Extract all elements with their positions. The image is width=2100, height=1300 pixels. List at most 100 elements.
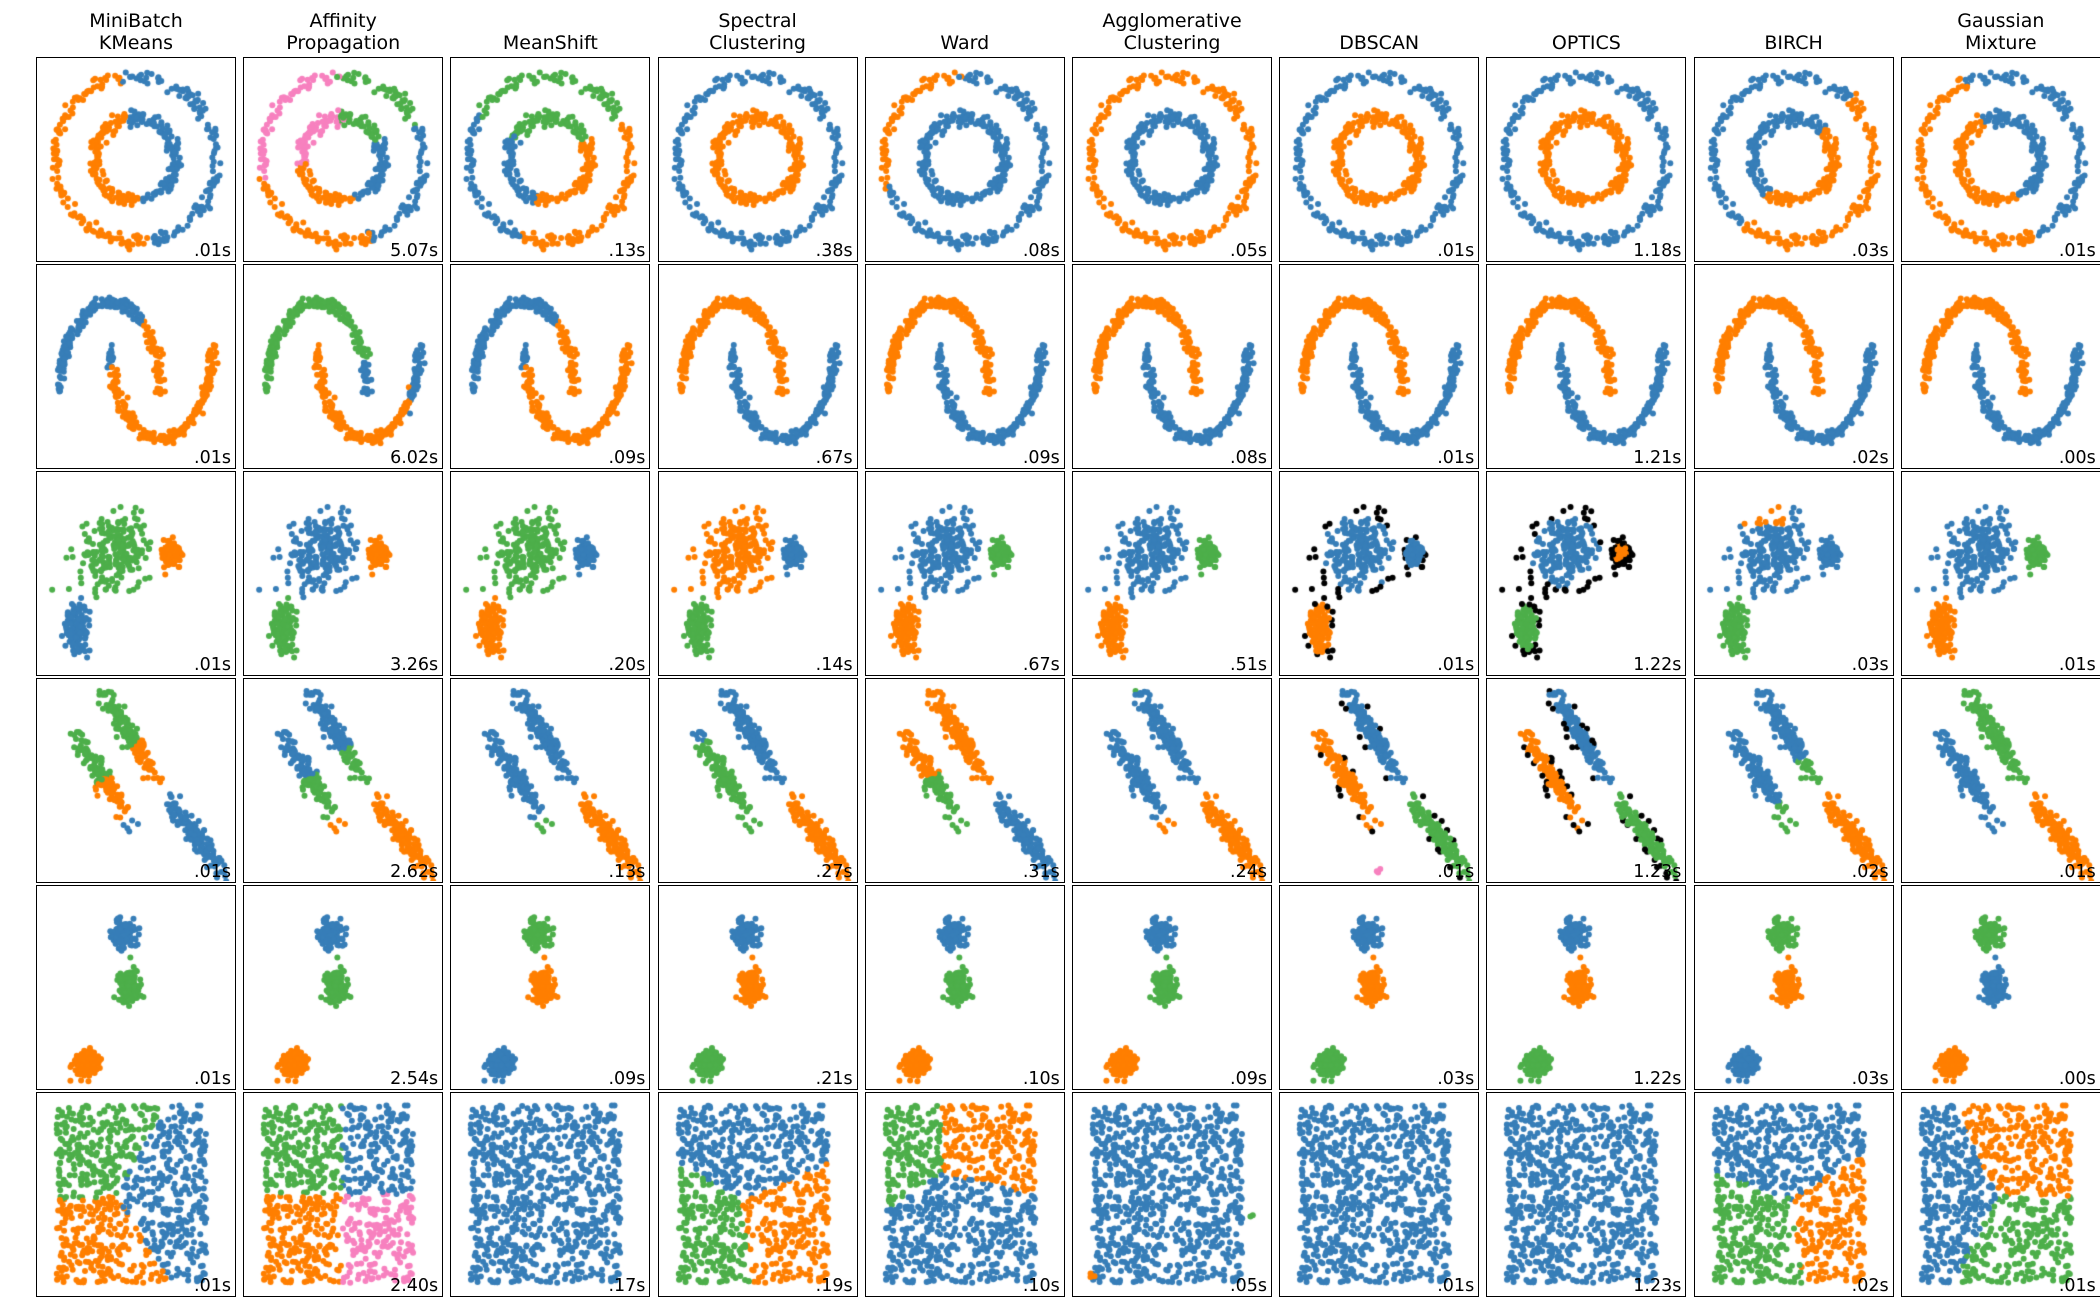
subplot-row4-col6: .24s	[1072, 678, 1272, 883]
column-title-optics: OPTICS	[1551, 31, 1621, 54]
subplot-row6-col9: .02s	[1693, 1092, 1894, 1297]
timing-label: .05s	[1230, 241, 1267, 261]
timing-label: 2.62s	[390, 862, 439, 882]
subplot-row6-col2: 2.40s	[243, 1092, 444, 1297]
subplot-row6-col8: 1.23s	[1486, 1092, 1687, 1297]
subplot-row6-col4: .19s	[657, 1092, 858, 1297]
subplot-row3-col2: 3.26s	[243, 471, 444, 676]
timing-label: .01s	[1437, 862, 1475, 882]
subplot-row5-col5: .10s	[864, 885, 1065, 1090]
scatter-canvas	[1901, 58, 2099, 260]
scatter-canvas	[1487, 1093, 1685, 1295]
column-title-minibatch-kmeans: MiniBatch KMeans	[89, 10, 183, 54]
subplot-row4-col4: .27s	[657, 678, 858, 883]
subplot-row2-col6: .08s	[1072, 264, 1272, 469]
scatter-canvas	[658, 886, 856, 1088]
timing-label: 1.22s	[1633, 655, 1682, 675]
subplot-row6-col1: .01s	[36, 1092, 236, 1297]
scatter-canvas	[1073, 1093, 1270, 1295]
scatter-canvas	[658, 1093, 856, 1295]
subplot-row1-col7: .01s	[1279, 57, 1480, 262]
scatter-canvas	[244, 886, 442, 1088]
timing-label: .20s	[608, 655, 646, 675]
column-title-agglomerative-clustering: Agglomerative Clustering	[1102, 10, 1242, 54]
subplot-row6-col7: .01s	[1279, 1092, 1480, 1297]
timing-label: .00s	[2058, 1069, 2096, 1089]
subplot-row2-col2: 6.02s	[243, 264, 444, 469]
scatter-canvas	[1694, 886, 1892, 1088]
timing-label: .03s	[1437, 1069, 1475, 1089]
scatter-canvas	[1901, 472, 2099, 674]
timing-label: .17s	[608, 1276, 646, 1296]
scatter-canvas	[37, 1093, 234, 1295]
timing-label: .09s	[1022, 448, 1060, 468]
timing-label: .01s	[2058, 241, 2096, 261]
timing-label: .38s	[815, 241, 853, 261]
subplot-row1-col4: .38s	[657, 57, 858, 262]
scatter-canvas	[244, 472, 442, 674]
timing-label: 5.07s	[390, 241, 439, 261]
scatter-canvas	[244, 1093, 442, 1295]
scatter-canvas	[865, 265, 1063, 467]
scatter-canvas	[37, 472, 234, 674]
timing-label: .08s	[1022, 241, 1060, 261]
subplot-row3-col9: .03s	[1693, 471, 1894, 676]
scatter-canvas	[1487, 265, 1685, 467]
subplot-row2-col10: .00s	[1900, 264, 2100, 469]
subplot-row4-col3: .13s	[450, 678, 651, 883]
timing-label: .10s	[1022, 1276, 1060, 1296]
timing-label: .05s	[1230, 1276, 1267, 1296]
column-title-dbscan: DBSCAN	[1339, 31, 1420, 54]
scatter-canvas	[1487, 886, 1685, 1088]
scatter-canvas	[37, 265, 234, 467]
scatter-canvas	[244, 679, 442, 881]
subplot-row2-col3: .09s	[450, 264, 651, 469]
scatter-canvas	[1487, 472, 1685, 674]
scatter-canvas	[1280, 886, 1478, 1088]
scatter-canvas	[1280, 679, 1478, 881]
subplot-row2-col8: 1.21s	[1486, 264, 1687, 469]
timing-label: .01s	[194, 448, 231, 468]
subplot-row3-col10: .01s	[1900, 471, 2100, 676]
timing-label: .14s	[815, 655, 853, 675]
scatter-canvas	[1694, 1093, 1892, 1295]
subplot-row3-col7: .01s	[1279, 471, 1480, 676]
subplot-row3-col1: .01s	[36, 471, 236, 676]
subplot-row3-col3: .20s	[450, 471, 651, 676]
subplot-row2-col5: .09s	[864, 264, 1065, 469]
timing-label: .31s	[1022, 862, 1060, 882]
timing-label: 2.54s	[390, 1069, 439, 1089]
subplot-row5-col8: 1.22s	[1486, 885, 1687, 1090]
timing-label: 1.22s	[1633, 1069, 1682, 1089]
subplot-row5-col9: .03s	[1693, 885, 1894, 1090]
scatter-canvas	[865, 886, 1063, 1088]
timing-label: .19s	[815, 1276, 853, 1296]
timing-label: .00s	[2058, 448, 2096, 468]
scatter-canvas	[1073, 472, 1270, 674]
scatter-canvas	[451, 1093, 649, 1295]
scatter-canvas	[1073, 58, 1270, 260]
scatter-canvas	[451, 679, 649, 881]
subplot-row5-col6: .09s	[1072, 885, 1272, 1090]
scatter-canvas	[244, 265, 442, 467]
scatter-canvas	[37, 58, 234, 260]
scatter-canvas	[658, 265, 856, 467]
scatter-canvas	[1901, 679, 2099, 881]
timing-label: .24s	[1230, 862, 1267, 882]
scatter-canvas	[1901, 886, 2099, 1088]
scatter-canvas	[1073, 886, 1270, 1088]
timing-label: .67s	[1022, 655, 1060, 675]
subplot-row5-col10: .00s	[1900, 885, 2100, 1090]
scatter-canvas	[244, 58, 442, 260]
timing-label: .21s	[815, 1069, 853, 1089]
timing-label: .09s	[608, 1069, 646, 1089]
timing-label: .03s	[1851, 241, 1889, 261]
column-title-spectral-clustering: Spectral Clustering	[709, 10, 806, 54]
scatter-canvas	[37, 679, 234, 881]
subplot-row6-col3: .17s	[450, 1092, 651, 1297]
column-title-ward: Ward	[940, 31, 990, 54]
scatter-canvas	[1280, 265, 1478, 467]
scatter-canvas	[1901, 1093, 2099, 1295]
timing-label: 1.23s	[1633, 1276, 1682, 1296]
subplot-row1-col9: .03s	[1693, 57, 1894, 262]
